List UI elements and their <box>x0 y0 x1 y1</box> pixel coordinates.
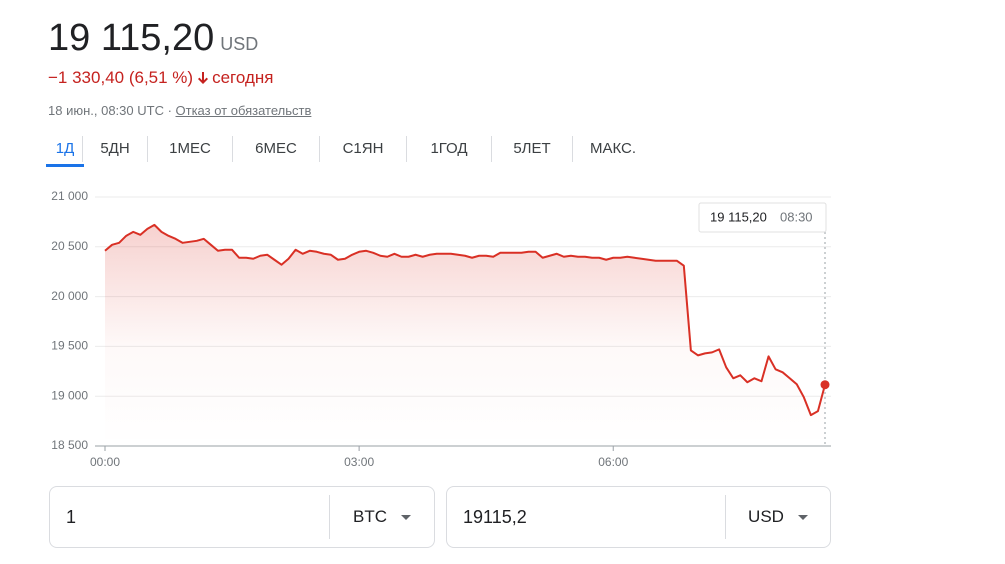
y-tick-label: 21 000 <box>51 189 88 203</box>
y-tick-label: 18 500 <box>51 438 88 452</box>
tooltip-time: 08:30 <box>780 209 813 224</box>
dropdown-arrow <box>401 514 411 520</box>
converter-from: 1 BTC <box>49 486 435 548</box>
period: сегодня <box>212 68 274 87</box>
y-tick-label: 19 500 <box>51 339 88 353</box>
divider <box>329 495 330 539</box>
range-tabs: 1Д 5ДН 1МЕС 6МЕС С1ЯН 1ГОД 5ЛЕТ МАКС. <box>45 134 653 167</box>
y-tick-label: 20 000 <box>51 289 88 303</box>
divider <box>725 495 726 539</box>
price: 19 115,20 <box>48 17 215 59</box>
currency: USD <box>220 34 259 54</box>
tooltip-box <box>698 202 827 233</box>
from-amount[interactable]: 1 <box>66 506 77 527</box>
y-tick-label: 19 000 <box>51 388 88 402</box>
range-tab[interactable]: 1ГОД <box>430 140 468 157</box>
price-line <box>104 223 826 417</box>
tab-cell: 5ДН <box>83 134 147 167</box>
x-tick-label: 06:00 <box>598 455 628 469</box>
y-tick-label: 20 500 <box>51 239 88 253</box>
dropdown-arrow <box>797 514 808 520</box>
range-tab[interactable]: 1Д <box>45 134 85 167</box>
change-line: −1 330,40 (6,51 %) сегодня <box>48 68 273 88</box>
from-currency: BTC <box>353 507 387 526</box>
timestamp: 18 июн., 08:30 UTC · <box>48 103 176 118</box>
x-tick-label: 03:00 <box>344 455 374 469</box>
tab-cell: 1Д <box>45 134 85 167</box>
tab-separator <box>406 136 407 162</box>
to-currency: USD <box>748 507 784 526</box>
to-amount[interactable]: 19115,2 <box>463 506 527 527</box>
tooltip-price: 19 115,20 <box>710 209 767 224</box>
tab-separator <box>232 136 233 162</box>
tab-separator <box>82 136 83 162</box>
to-currency-select[interactable]: USD <box>726 507 830 527</box>
range-tab[interactable]: 6МЕС <box>255 140 297 157</box>
from-currency-select[interactable]: BTC <box>330 507 434 527</box>
down-arrow <box>198 72 209 84</box>
area-fill <box>105 224 825 446</box>
tab-separator <box>147 136 148 162</box>
tab-separator <box>319 136 320 162</box>
tab-separator <box>572 136 573 162</box>
range-tab[interactable]: 1МЕС <box>169 140 211 157</box>
range-tab[interactable]: МАКС. <box>589 140 637 157</box>
converter-to: 19115,2 USD <box>446 486 831 548</box>
change: −1 330,40 (6,51 %) <box>48 68 194 87</box>
range-tab[interactable]: С1ЯН <box>342 140 384 157</box>
tab-separator <box>491 136 492 162</box>
price-line: 19 115,20 USD <box>48 14 258 68</box>
x-tick-label: 00:00 <box>90 455 120 469</box>
timestamp-line: 18 июн., 08:30 UTC · Отказ от обязательс… <box>48 103 311 118</box>
tab-cell: 6МЕС <box>233 134 319 167</box>
tab-cell: 1ГОД <box>407 134 491 167</box>
tab-cell: С1ЯН <box>320 134 406 167</box>
range-tab[interactable]: 5ЛЕТ <box>513 140 551 157</box>
last-point <box>820 380 830 390</box>
tab-cell: 1МЕС <box>148 134 232 167</box>
chart: 18 500 19 000 19 500 20 000 20 500 21 000 00:0… <box>51 189 831 469</box>
disclaimer-link[interactable]: Отказ от обязательств <box>175 103 312 118</box>
tab-cell: 5ЛЕТ <box>492 134 572 167</box>
range-tab[interactable]: 5ДН <box>100 140 130 157</box>
tab-cell: МАКС. <box>573 134 653 167</box>
